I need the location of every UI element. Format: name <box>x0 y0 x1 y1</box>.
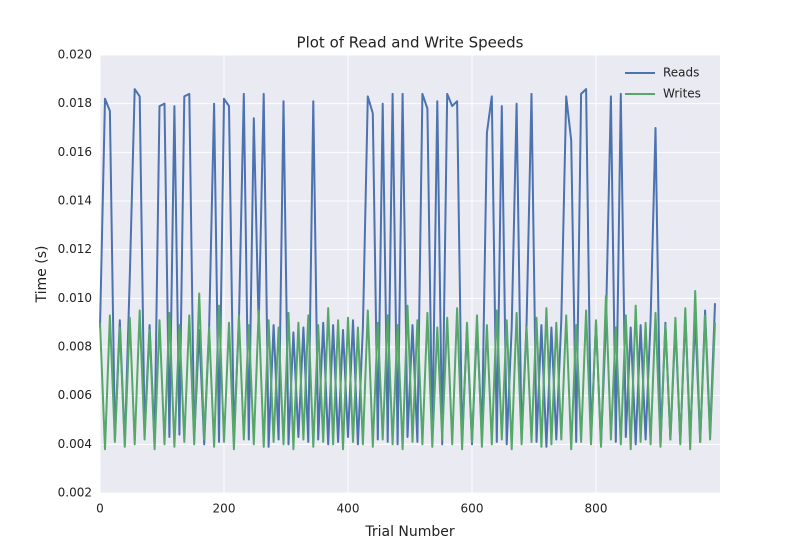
chart-title: Plot of Read and Write Speeds <box>297 34 524 52</box>
y-tick-label: 0.010 <box>58 291 92 305</box>
legend-label: Reads <box>663 66 699 80</box>
x-tick-label: 400 <box>337 502 360 516</box>
x-axis-label: Trial Number <box>364 524 455 540</box>
y-tick-label: 0.002 <box>58 486 92 500</box>
x-tick-label: 600 <box>461 502 484 516</box>
legend-label: Writes <box>663 87 701 101</box>
x-tick-label: 200 <box>213 502 236 516</box>
y-tick-label: 0.006 <box>58 388 92 402</box>
series-line <box>99 290 716 451</box>
y-tick-label: 0.008 <box>58 340 92 354</box>
y-tick-label: 0.014 <box>58 194 92 208</box>
y-tick-label: 0.016 <box>58 145 92 159</box>
x-tick-label: 0 <box>96 502 104 516</box>
y-tick-label: 0.012 <box>58 242 92 256</box>
y-tick-label: 0.020 <box>58 48 92 62</box>
y-tick-label: 0.004 <box>58 437 92 451</box>
y-tick-label: 0.018 <box>58 96 92 110</box>
x-tick-label: 800 <box>585 502 608 516</box>
y-axis-label: Time (s) <box>34 246 50 304</box>
